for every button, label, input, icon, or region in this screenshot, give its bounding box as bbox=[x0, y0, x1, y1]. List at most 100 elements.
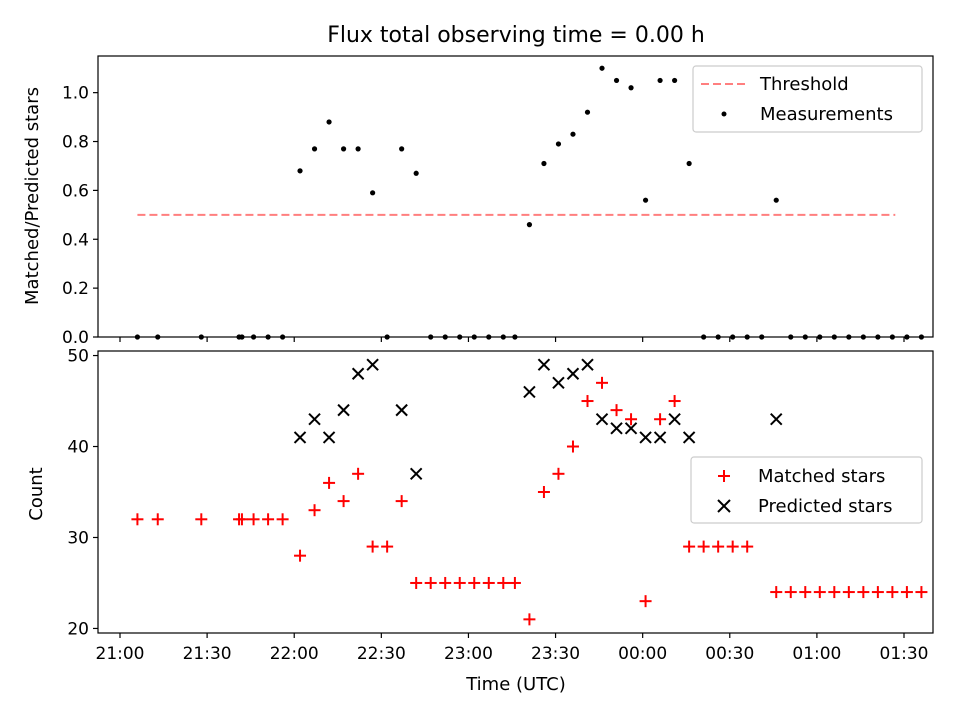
measurement-point bbox=[744, 334, 750, 340]
measurement-point bbox=[628, 85, 634, 91]
matched-star-point bbox=[654, 413, 667, 426]
matched-star-point bbox=[770, 586, 783, 599]
matched-star-point bbox=[639, 595, 652, 608]
top-legend: Threshold Measurements bbox=[692, 65, 923, 133]
measurement-point bbox=[541, 160, 547, 167]
matched-star-point bbox=[523, 613, 536, 626]
x-tick-label: 21:00 bbox=[96, 644, 145, 664]
measurement-point bbox=[428, 334, 434, 340]
measurement-point bbox=[297, 168, 303, 174]
measurement-point bbox=[846, 334, 852, 340]
measurement-point bbox=[399, 146, 405, 152]
measurement-point bbox=[642, 197, 649, 203]
matched-star-point bbox=[151, 513, 164, 526]
predicted-star-b bbox=[351, 367, 365, 380]
measurement-point bbox=[831, 334, 837, 340]
matched-star-point bbox=[625, 413, 638, 426]
matched-star-point bbox=[308, 504, 321, 517]
matched-star-point bbox=[424, 576, 437, 589]
measurement-point bbox=[686, 160, 692, 167]
legend-matched-label: Matched stars bbox=[758, 466, 885, 487]
measurement-point bbox=[155, 334, 161, 340]
top-y-tick-label: 0.8 bbox=[62, 133, 89, 153]
top-y-tick-label: 0.4 bbox=[62, 230, 89, 250]
predicted-star-point bbox=[624, 422, 638, 435]
matched-star-point bbox=[915, 586, 928, 599]
x-tick-label: 00:00 bbox=[618, 644, 667, 664]
predicted-star-point bbox=[610, 422, 623, 435]
predicted-star-b bbox=[639, 431, 652, 444]
predicted-star-point bbox=[293, 431, 307, 444]
matched-star-point bbox=[712, 540, 725, 553]
flux-ratio-panel: Flux total observing time = 0.00 h 0.0 0.… bbox=[22, 23, 934, 348]
predicted-star-point bbox=[581, 358, 594, 371]
matched-star-point bbox=[842, 586, 855, 599]
measurement-point bbox=[326, 119, 332, 125]
matched-star-point bbox=[683, 540, 696, 553]
measurement-point bbox=[860, 334, 866, 340]
matched-star-point bbox=[813, 586, 826, 599]
matched-star-point bbox=[828, 586, 841, 599]
legend-matched-swatch bbox=[718, 470, 730, 482]
matched-star-point bbox=[410, 576, 423, 589]
matched-star-point bbox=[537, 486, 550, 498]
measurement-point bbox=[773, 197, 779, 203]
matched-star-point bbox=[262, 513, 275, 526]
predicted-star-point bbox=[337, 403, 350, 417]
predicted-star-b bbox=[523, 385, 536, 399]
bottom-legend: Matched stars Predicted stars bbox=[690, 456, 923, 524]
x-tick-label: 00:30 bbox=[705, 644, 754, 664]
bottom-y-tick-label: 20 bbox=[67, 619, 89, 639]
measurement-point bbox=[370, 190, 376, 196]
matched-star-point bbox=[508, 576, 521, 589]
matched-star-point bbox=[352, 467, 365, 480]
top-y-tick-label: 0.6 bbox=[62, 181, 89, 201]
predicted-star-b bbox=[537, 358, 551, 371]
measurement-point bbox=[817, 334, 823, 340]
matched-star-point bbox=[195, 513, 208, 526]
matched-star-point bbox=[900, 586, 913, 599]
measurement-point bbox=[759, 334, 765, 340]
matched-star-point bbox=[581, 395, 594, 408]
predicted-star-b bbox=[337, 403, 350, 417]
matched-star-point bbox=[294, 549, 307, 562]
measurement-point bbox=[486, 334, 492, 340]
measurement-point bbox=[672, 77, 678, 84]
predicted-star-b bbox=[770, 413, 783, 426]
predicted-star-point bbox=[366, 358, 379, 371]
bottom-y-axis-label: Count bbox=[26, 467, 47, 520]
predicted-star-point bbox=[395, 403, 408, 417]
predicted-star-point bbox=[668, 413, 681, 426]
legend-measurements-label: Measurements bbox=[760, 104, 893, 125]
matched-star-point bbox=[497, 576, 510, 589]
legend-predicted-label: Predicted stars bbox=[758, 496, 892, 517]
x-tick-label: 01:30 bbox=[880, 644, 929, 664]
legend-threshold-label: Threshold bbox=[759, 74, 849, 95]
predicted-star-b bbox=[610, 422, 623, 435]
matched-star-point bbox=[366, 540, 379, 553]
matched-star-point bbox=[857, 586, 870, 599]
matched-star-point bbox=[235, 513, 248, 526]
measurement-point bbox=[904, 334, 910, 340]
x-axis-label: Time (UTC) bbox=[465, 674, 566, 695]
predicted-star-b bbox=[653, 431, 667, 444]
matched-star-point bbox=[886, 586, 899, 599]
top-y-tick-label: 0.0 bbox=[62, 328, 89, 348]
predicted-star-point bbox=[595, 413, 609, 426]
measurement-point bbox=[613, 77, 620, 84]
predicted-star-point bbox=[351, 367, 365, 380]
matched-star-point bbox=[276, 513, 289, 526]
matched-star-point bbox=[131, 513, 144, 526]
measurement-point bbox=[512, 334, 518, 340]
matched-star-point bbox=[871, 586, 884, 599]
measurement-point bbox=[730, 334, 736, 340]
top-legend-box bbox=[692, 65, 923, 133]
x-tick-label: 22:30 bbox=[357, 644, 406, 664]
measurement-point bbox=[457, 334, 463, 340]
matched-star-point bbox=[453, 576, 466, 589]
predicted-star-point bbox=[409, 467, 423, 481]
bottom-y-tick-label: 30 bbox=[67, 528, 89, 548]
predicted-star-point bbox=[308, 413, 321, 426]
matched-star-point bbox=[247, 513, 260, 526]
